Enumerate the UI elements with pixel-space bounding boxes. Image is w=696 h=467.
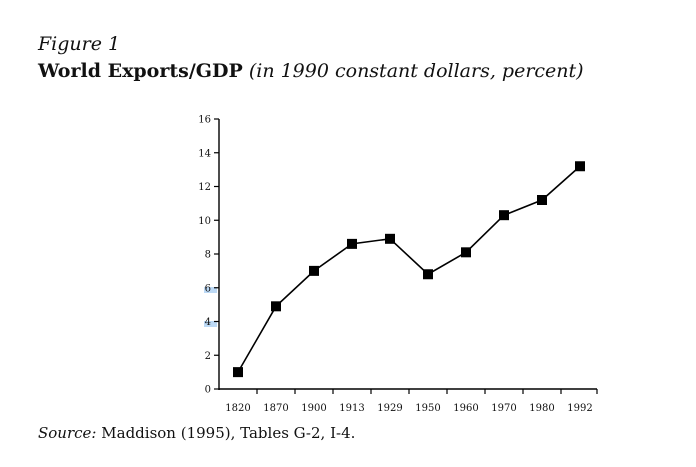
data-point bbox=[461, 247, 471, 258]
x-tick-label: 1970 bbox=[491, 403, 516, 414]
x-tick-label: 1960 bbox=[453, 403, 478, 414]
highlight-mark bbox=[204, 321, 217, 327]
chart-subtitle: (in 1990 constant dollars, percent) bbox=[248, 60, 584, 82]
chart-title: World Exports/GDP bbox=[38, 60, 243, 82]
y-tick-label: 4 bbox=[205, 317, 211, 328]
data-point bbox=[575, 161, 585, 172]
y-tick-label: 14 bbox=[198, 148, 211, 159]
y-tick-label: 10 bbox=[198, 216, 211, 227]
data-point bbox=[499, 210, 509, 221]
y-tick-label: 0 bbox=[205, 385, 211, 396]
y-tick-label: 2 bbox=[205, 351, 211, 362]
x-tick-label: 1900 bbox=[301, 403, 326, 414]
data-point bbox=[271, 301, 281, 312]
source-label: Source: bbox=[38, 424, 97, 442]
data-point bbox=[423, 269, 433, 280]
source-note: Source: Maddison (1995), Tables G-2, I-4… bbox=[38, 424, 355, 442]
x-tick-label: 1820 bbox=[225, 403, 250, 414]
x-tick-label: 1950 bbox=[415, 403, 440, 414]
data-point bbox=[537, 195, 547, 205]
chart-title-line: World Exports/GDP (in 1990 constant doll… bbox=[38, 60, 584, 82]
series-line bbox=[237, 165, 581, 373]
figure-label: Figure 1 bbox=[38, 33, 121, 55]
source-text: Maddison (1995), Tables G-2, I-4. bbox=[101, 424, 356, 442]
data-point bbox=[347, 238, 357, 249]
x-tick-label: 1870 bbox=[263, 403, 288, 414]
x-tick-label: 1913 bbox=[339, 403, 364, 414]
data-point bbox=[309, 265, 319, 276]
x-tick-label: 1992 bbox=[567, 403, 592, 414]
data-point bbox=[233, 367, 243, 378]
data-point bbox=[385, 233, 395, 244]
y-tick-label: 8 bbox=[205, 250, 211, 261]
y-tick-label: 6 bbox=[205, 283, 211, 294]
x-tick-label: 1929 bbox=[377, 403, 402, 414]
y-tick-label: 12 bbox=[198, 182, 211, 193]
x-tick-label: 1980 bbox=[529, 403, 554, 414]
highlight-mark bbox=[204, 287, 217, 293]
y-tick-label: 16 bbox=[198, 115, 211, 126]
